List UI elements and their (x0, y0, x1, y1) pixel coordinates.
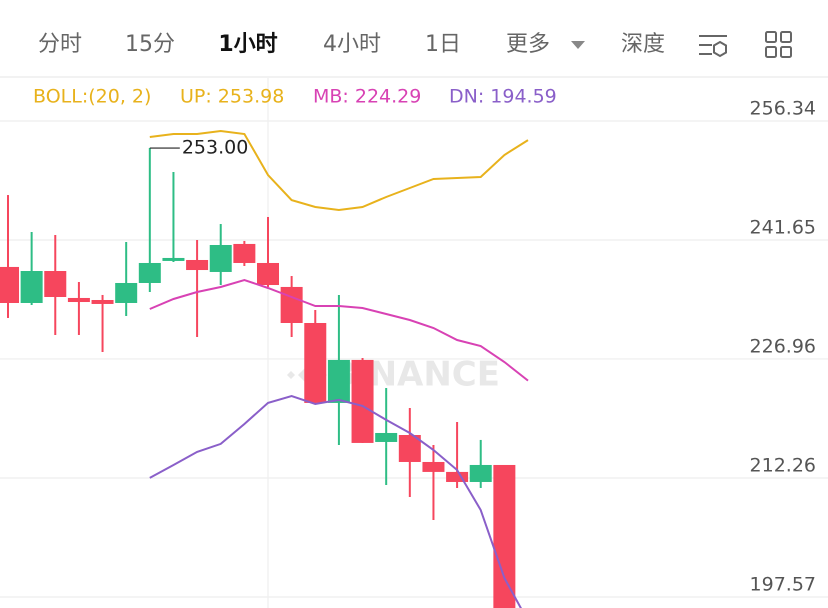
candle-body (446, 471, 469, 482)
dropdown-arrow[interactable] (571, 41, 585, 49)
candle-body (233, 243, 256, 263)
tab[interactable]: 4小时 (323, 32, 381, 57)
candle-body (186, 259, 209, 271)
candle-body (44, 270, 67, 297)
y-tick-label: 241.65 (750, 216, 816, 238)
legend-entry: DN: 194.59 (449, 86, 557, 108)
y-tick-label: 197.57 (750, 573, 816, 595)
plot-area: 253.00 (0, 129, 529, 608)
y-tick-label: 212.26 (750, 455, 816, 477)
candle-body (67, 297, 90, 303)
legend-entry: MB: 224.29 (313, 86, 421, 108)
candle-body (115, 282, 138, 303)
tab[interactable]: 更多 (506, 32, 550, 57)
candle-body (209, 245, 232, 272)
indicator-label: BOLL:(20, 2) (33, 86, 151, 108)
candle-body (280, 286, 303, 323)
y-tick-label: 226.96 (750, 335, 816, 357)
tab[interactable]: 1日 (425, 32, 461, 57)
candle-body (0, 266, 19, 303)
tab[interactable]: 深度 (621, 32, 665, 57)
settings-icon[interactable] (699, 35, 727, 58)
candle-body (493, 464, 516, 608)
boll-line (149, 394, 522, 608)
candle-body (327, 359, 350, 403)
candle-body (138, 262, 161, 283)
candle-body (375, 432, 398, 442)
candle-body (398, 435, 421, 462)
max-label: 253.00 (182, 137, 248, 159)
candle-body (304, 322, 327, 403)
candle-body (469, 464, 492, 482)
boll-line (149, 129, 529, 212)
boll-line (149, 278, 529, 382)
candle-body (91, 299, 114, 304)
candle-body (20, 270, 43, 303)
legend-entry: UP: 253.98 (180, 86, 284, 108)
candle-body (351, 359, 374, 443)
layout-icon[interactable] (765, 31, 792, 58)
candle-body (162, 257, 185, 261)
tab-active[interactable]: 1小时 (218, 32, 277, 57)
candle-body (422, 461, 445, 472)
y-tick-label: 256.34 (750, 98, 816, 120)
tab[interactable]: 分时 (38, 32, 82, 57)
candle-body (257, 262, 279, 286)
tab[interactable]: 15分 (125, 32, 175, 57)
